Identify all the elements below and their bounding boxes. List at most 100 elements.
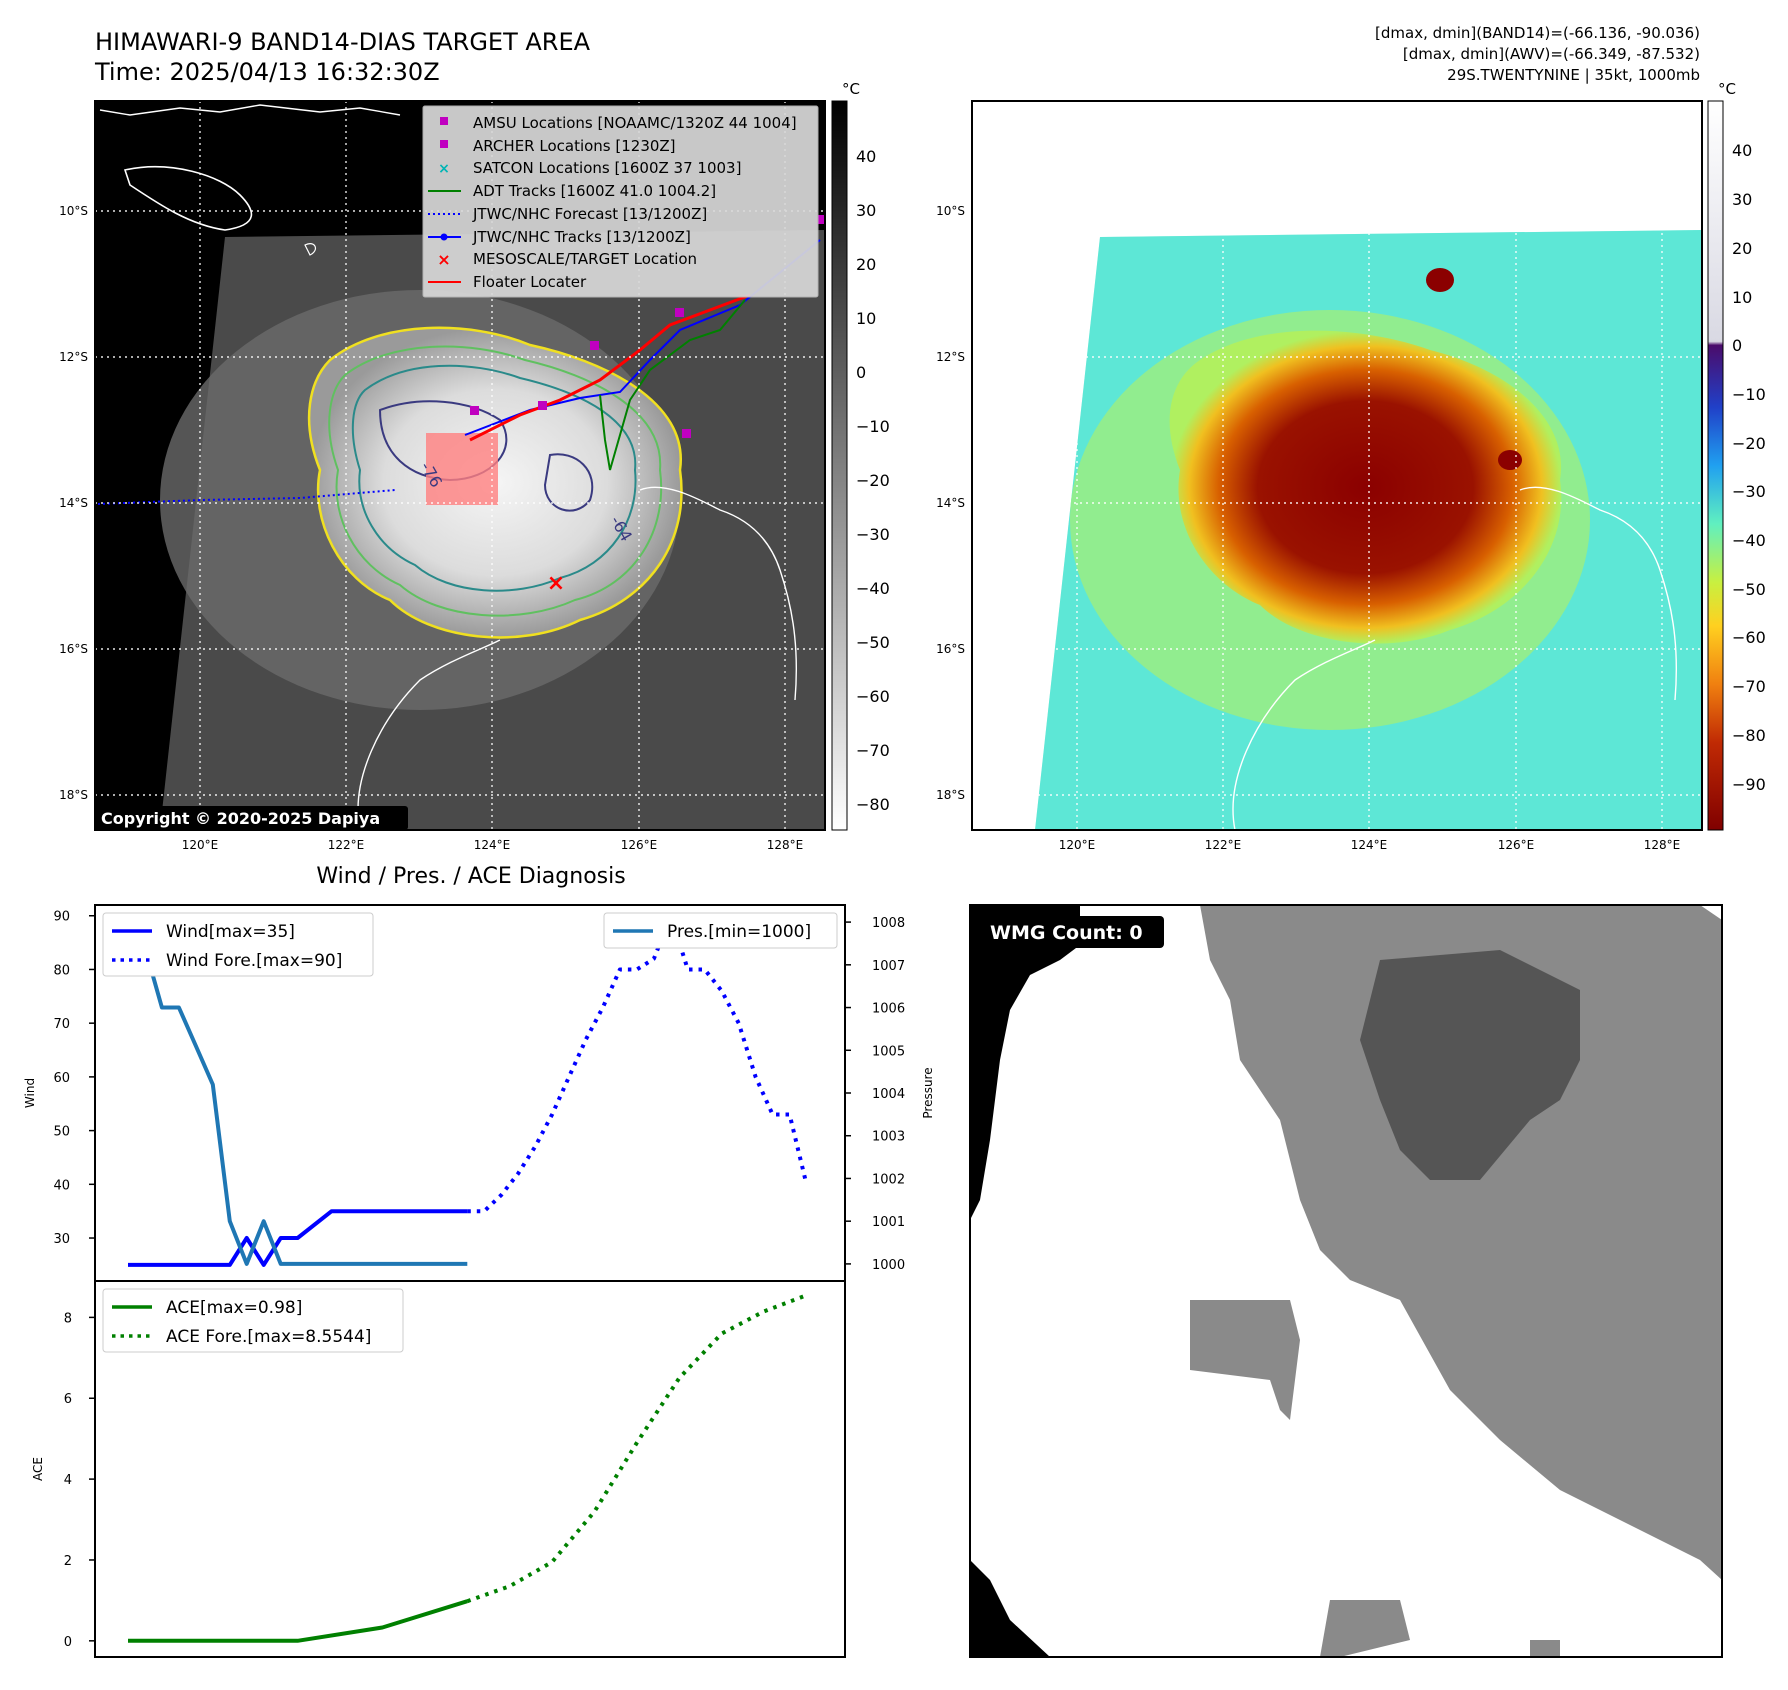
lon-label: 124°E — [474, 838, 511, 852]
wmg-count: WMG Count: 0 — [990, 922, 1143, 944]
legend-forecast: JTWC/NHC Forecast [13/1200Z] — [472, 205, 707, 223]
storm-info: 29S.TWENTYNINE | 35kt, 1000mb — [1447, 66, 1700, 84]
legend-target-icon: × — [437, 250, 450, 269]
wind-legend: Wind[max=35] Wind Fore.[max=90] — [102, 912, 374, 977]
pressure-ytick-label: 1002 — [872, 1172, 905, 1187]
ir-tick: −10 — [856, 417, 890, 436]
legend-jtwc: JTWC/NHC Tracks [13/1200Z] — [472, 228, 691, 246]
lat-label: 12°S — [59, 350, 88, 364]
lat-label: 16°S — [59, 642, 88, 656]
legend-pressure: Pres.[min=1000] — [667, 922, 811, 942]
lon-label: 128°E — [1644, 838, 1681, 852]
pressure-ytick-label: 1000 — [872, 1258, 905, 1273]
legend-satcon-icon: × — [438, 161, 450, 177]
legend-archer-icon — [440, 140, 448, 148]
band14-range: [dmax, dmin](BAND14)=(-66.136, -90.036) — [1375, 24, 1700, 42]
wmg-dark-region — [1360, 950, 1580, 1180]
ir-tick: −20 — [856, 471, 890, 490]
lon-label: 126°E — [621, 838, 658, 852]
ir-tick: −50 — [856, 633, 890, 652]
pressure-ytick-label: 1003 — [872, 1130, 905, 1145]
ace-ytick-label: 8 — [64, 1311, 72, 1326]
ace-legend: ACE[max=0.98] ACE Fore.[max=8.5544] — [102, 1288, 404, 1353]
figure-time: Time: 2025/04/13 16:32:30Z — [94, 58, 440, 86]
ir-tick: −70 — [856, 741, 890, 760]
ace-ytick-label: 4 — [64, 1473, 72, 1488]
wind-ytick-label: 30 — [53, 1232, 70, 1247]
ir-tick: −30 — [856, 525, 890, 544]
wind-ytick-label: 70 — [53, 1017, 70, 1032]
wmg-gray-region — [1200, 905, 1722, 1580]
wmg-frame — [969, 904, 1723, 1658]
ace-chart: 0 2 4 6 8 ACE ACE[max=0.98] ACE Fore.[max=8.… — [31, 1280, 846, 1658]
awv-gridlines — [972, 101, 1702, 830]
ir-tick: 10 — [856, 309, 876, 328]
pressure-y-ticks: 1000 1001 1002 1003 1004 1005 1006 1007 1008 — [845, 916, 905, 1273]
lon-label: 120°E — [1059, 838, 1096, 852]
pressure-ytick-label: 1006 — [872, 1002, 905, 1017]
lat-label: 18°S — [59, 788, 88, 802]
awv-tick: 30 — [1732, 190, 1752, 209]
wind-ytick-label: 50 — [53, 1125, 70, 1140]
ir-tick: −80 — [856, 795, 890, 814]
awv-storm-core — [1169, 330, 1562, 644]
legend-floater: Floater Locater — [473, 273, 587, 291]
lat-label: 10°S — [936, 204, 965, 218]
ace-ylabel: ACE — [31, 1457, 45, 1481]
ir-map-frame — [94, 100, 826, 831]
wmg-black-region — [970, 905, 1080, 1220]
pressure-line — [126, 920, 468, 1266]
awv-coastline — [1519, 486, 1678, 701]
legend-wind-forecast: Wind Fore.[max=90] — [166, 951, 342, 971]
lat-label: 14°S — [936, 496, 965, 510]
pressure-ytick-label: 1005 — [872, 1044, 905, 1059]
pressure-ytick-label: 1004 — [872, 1087, 905, 1102]
legend-adt: ADT Tracks [1600Z 41.0 1004.2] — [473, 182, 716, 200]
lon-label: 120°E — [182, 838, 219, 852]
awv-tick: −40 — [1732, 531, 1766, 550]
ace-ytick-label: 6 — [64, 1392, 72, 1407]
pressure-ytick-label: 1001 — [872, 1215, 905, 1230]
wind-forecast-line — [467, 913, 809, 1214]
wind-ytick-label: 60 — [53, 1071, 70, 1086]
awv-tick: −90 — [1732, 775, 1766, 794]
copyright-text: Copyright © 2020-2025 Dapiya — [101, 809, 380, 828]
legend-target: MESOSCALE/TARGET Location — [473, 250, 697, 268]
lat-label: 12°S — [936, 350, 965, 364]
wind-ylabel: Wind — [23, 1078, 37, 1108]
lon-label: 128°E — [767, 838, 804, 852]
ir-colorbar-unit: °C — [842, 80, 860, 98]
mesoscale-target-marker: × — [547, 571, 565, 596]
legend-amsu: AMSU Locations [NOAAMC/1320Z 44 1004] — [473, 114, 797, 132]
lat-label: 18°S — [936, 788, 965, 802]
lat-label: 10°S — [59, 204, 88, 218]
wind-series-group — [126, 913, 809, 1267]
ir-map-panel: × -76 -64 — [59, 80, 890, 852]
diagnosis-title: Wind / Pres. / ACE Diagnosis — [316, 864, 625, 889]
target-area-box — [426, 433, 498, 505]
awv-colorbar-unit: °C — [1718, 80, 1736, 98]
figure-title: HIMAWARI-9 BAND14-DIAS TARGET AREA — [95, 28, 591, 56]
ace-y-ticks: 0 2 4 6 8 — [64, 1311, 95, 1650]
awv-tick: −30 — [1732, 482, 1766, 501]
legend-amsu-icon — [440, 117, 448, 125]
wind-y-ticks: 30 40 50 60 70 80 90 — [53, 910, 95, 1247]
wmg-panel: WMG Count: 0 — [969, 904, 1723, 1658]
lat-label: 16°S — [936, 642, 965, 656]
coastline-kimberley — [639, 486, 798, 701]
ir-colorbar: °C 40 30 20 10 0 −10 −20 −30 −40 −50 −60… — [831, 80, 890, 831]
awv-tick: −50 — [1732, 580, 1766, 599]
legend-wind: Wind[max=35] — [166, 922, 295, 942]
awv-tick: 10 — [1732, 288, 1752, 307]
adt-track — [599, 299, 746, 471]
pressure-ytick-label: 1008 — [872, 916, 905, 931]
lon-label: 122°E — [1205, 838, 1242, 852]
legend-satcon: SATCON Locations [1600Z 37 1003] — [473, 159, 741, 177]
wmg-count-badge — [982, 916, 1164, 948]
pressure-ytick-label: 1007 — [872, 959, 905, 974]
ir-tick: −40 — [856, 579, 890, 598]
amsu-marker — [470, 406, 479, 415]
copyright-badge — [95, 806, 408, 830]
